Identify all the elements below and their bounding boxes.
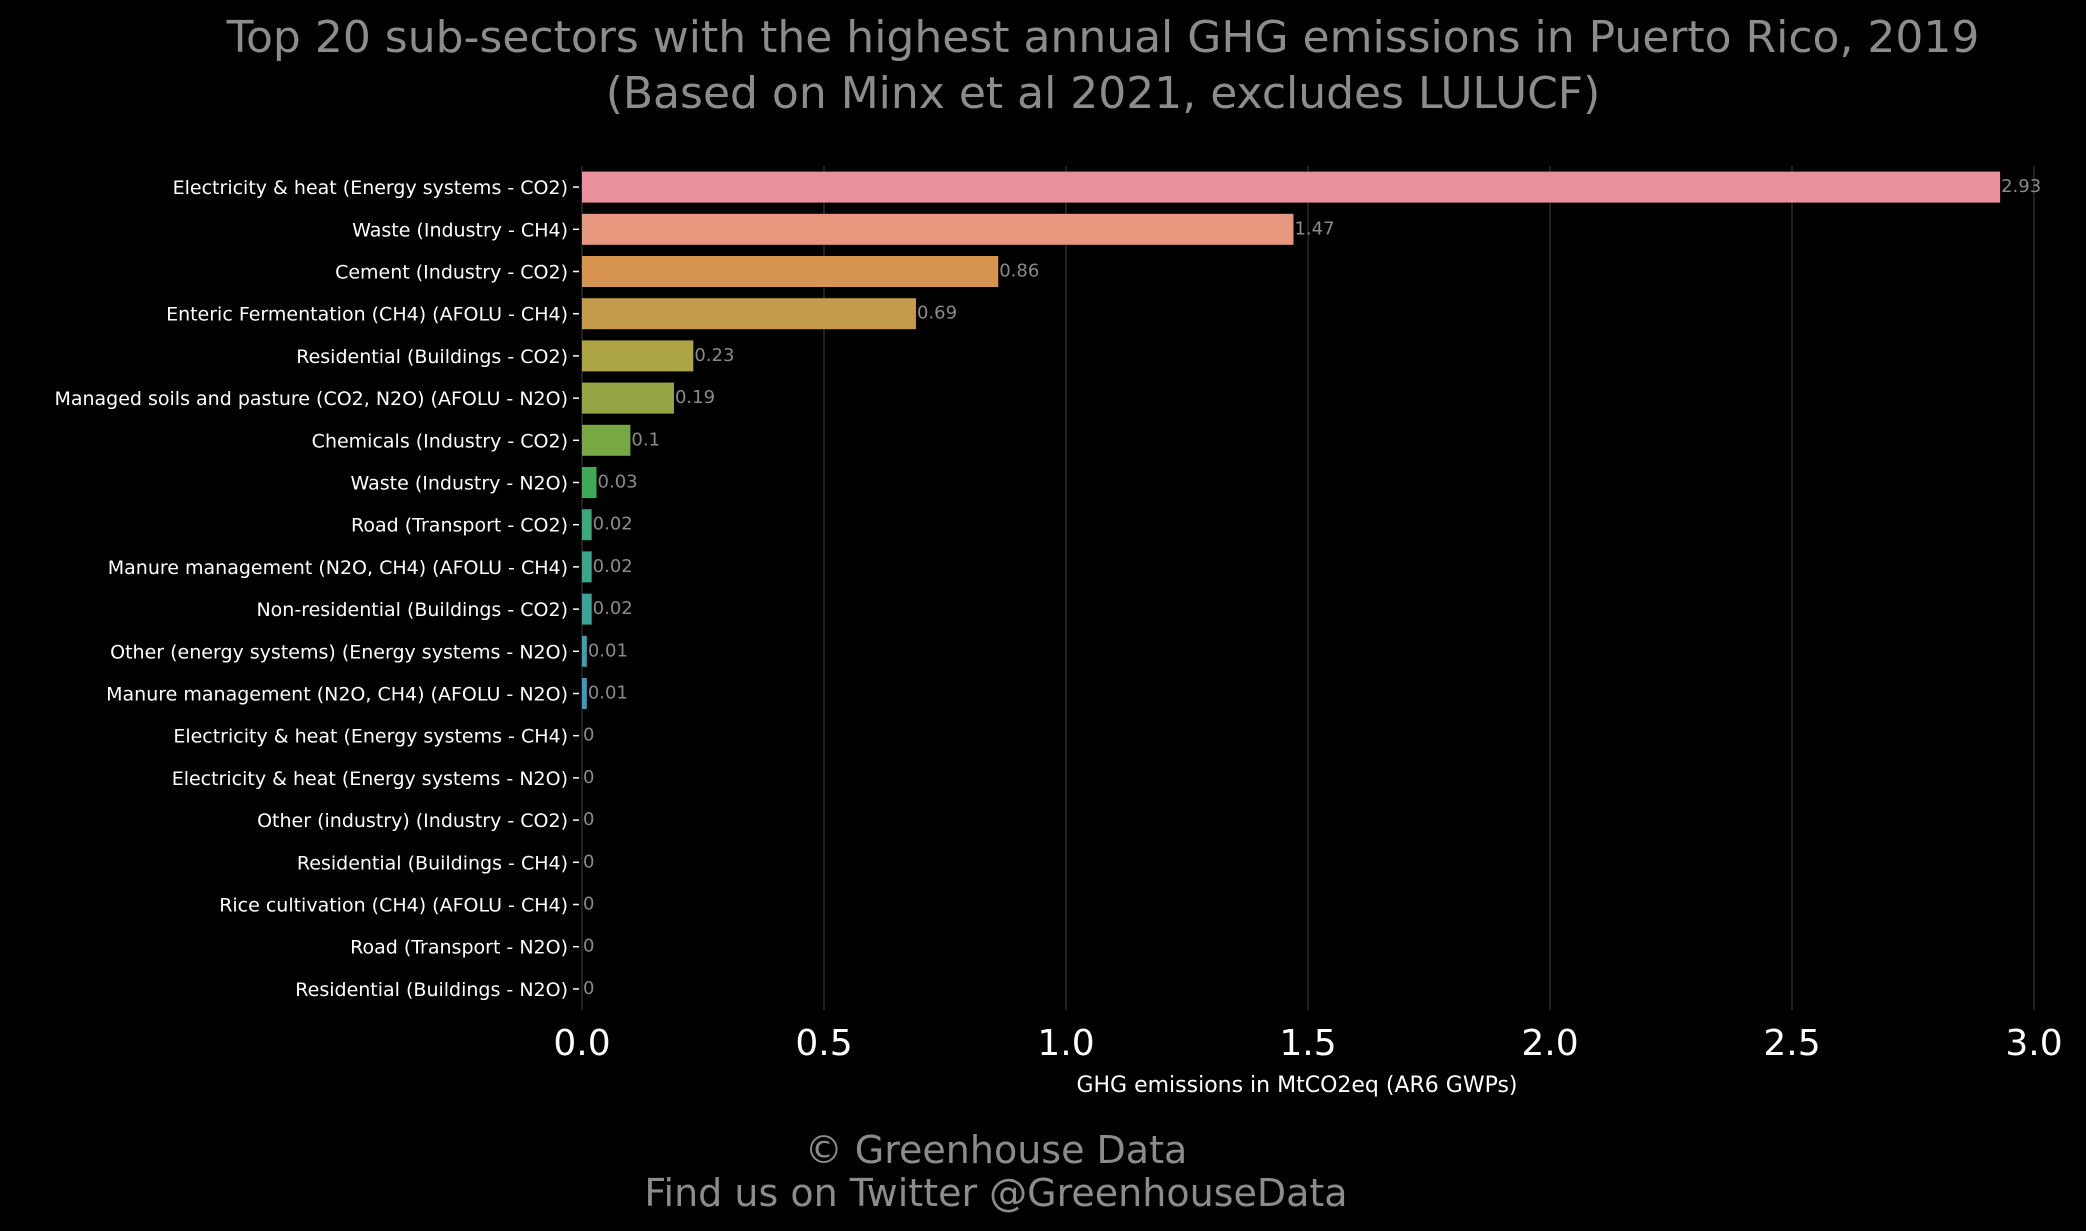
category-label: Chemicals (Industry - CO2) <box>312 430 568 452</box>
value-label: 0 <box>583 809 594 830</box>
bars <box>582 171 2001 709</box>
bar <box>582 551 592 583</box>
value-label: 0.02 <box>593 556 633 577</box>
category-label: Electricity & heat (Energy systems - CO2… <box>173 177 568 199</box>
value-label: 0.1 <box>631 429 660 450</box>
bar <box>582 678 587 709</box>
x-gridlines <box>581 166 2035 1010</box>
bar <box>582 635 587 667</box>
category-label: Road (Transport - CO2) <box>351 515 568 537</box>
value-label: 0 <box>583 725 594 746</box>
x-tick-label: 3.0 <box>2005 1023 2062 1064</box>
category-label: Electricity & heat (Energy systems - CH4… <box>173 726 568 748</box>
bar <box>582 256 999 287</box>
category-label: Rice cultivation (CH4) (AFOLU - CH4) <box>219 895 568 917</box>
footer-twitter: Find us on Twitter @GreenhouseData <box>644 1171 1347 1215</box>
bar <box>582 171 2001 203</box>
category-label: Other (energy systems) (Energy systems -… <box>110 641 568 663</box>
category-label: Non-residential (Buildings - CO2) <box>256 599 568 621</box>
bar <box>582 340 694 372</box>
category-label: Residential (Buildings - N2O) <box>295 979 568 1001</box>
x-axis-ticks: 0.0 0.5 1.0 1.5 2.0 2.5 3.0 <box>553 1023 2062 1064</box>
value-label: 0 <box>583 894 594 915</box>
chart-subtitle: (Based on Minx et al 2021, excludes LULU… <box>606 68 1601 119</box>
bar <box>582 298 916 330</box>
value-label: 0 <box>583 978 594 999</box>
category-label: Residential (Buildings - CO2) <box>296 346 568 368</box>
x-tick-label: 0.0 <box>553 1023 610 1064</box>
x-tick-label: 1.0 <box>1037 1023 1094 1064</box>
chart-title: Top 20 sub-sectors with the highest annu… <box>226 12 1980 119</box>
chart-title-line-1: Top 20 sub-sectors with the highest annu… <box>226 12 1980 63</box>
category-label: Other (industry) (Industry - CO2) <box>257 810 568 832</box>
value-label: 2.93 <box>2001 176 2041 197</box>
category-label: Residential (Buildings - CH4) <box>297 852 568 874</box>
category-label: Waste (Industry - CH4) <box>352 219 568 241</box>
value-label: 1.47 <box>1294 218 1334 239</box>
footer-credit: © Greenhouse Data Find us on Twitter @Gr… <box>644 1128 1347 1215</box>
value-label: 0.03 <box>598 472 638 493</box>
x-tick-label: 2.5 <box>1763 1023 1820 1064</box>
category-label: Cement (Industry - CO2) <box>335 262 568 284</box>
footer-copyright: © Greenhouse Data <box>805 1128 1188 1172</box>
value-label: 0 <box>583 767 594 788</box>
category-label: Road (Transport - N2O) <box>350 937 568 959</box>
category-label: Enteric Fermentation (CH4) (AFOLU - CH4) <box>166 304 568 326</box>
category-label: Managed soils and pasture (CO2, N2O) (AF… <box>54 388 568 410</box>
value-label: 0.01 <box>588 683 628 704</box>
x-tick-label: 0.5 <box>795 1023 852 1064</box>
value-label: 0.19 <box>675 387 715 408</box>
x-tick-label: 2.0 <box>1521 1023 1578 1064</box>
category-labels: Electricity & heat (Energy systems - CO2… <box>54 177 579 1001</box>
bar <box>582 213 1294 245</box>
x-tick-label: 1.5 <box>1279 1023 1336 1064</box>
value-label: 0.01 <box>588 640 628 661</box>
bar <box>582 509 592 541</box>
value-labels: 2.93 1.47 0.86 0.69 0.23 0.19 0.1 0.03 0.02 0.02 0… <box>583 176 2041 999</box>
value-label: 0.69 <box>917 303 957 324</box>
value-label: 0.02 <box>593 514 633 535</box>
bar <box>582 593 592 625</box>
value-label: 0.02 <box>593 598 633 619</box>
category-label: Waste (Industry - N2O) <box>351 473 568 495</box>
value-label: 0 <box>583 851 594 872</box>
bar <box>582 382 674 414</box>
category-label: Electricity & heat (Energy systems - N2O… <box>172 768 568 790</box>
category-label: Manure management (N2O, CH4) (AFOLU - CH… <box>108 557 568 579</box>
value-label: 0 <box>583 936 594 957</box>
value-label: 0.86 <box>999 261 1039 282</box>
category-label: Manure management (N2O, CH4) (AFOLU - N2… <box>106 684 568 706</box>
value-label: 0.23 <box>694 345 734 366</box>
bar <box>582 467 597 498</box>
x-axis-title: GHG emissions in MtCO2eq (AR6 GWPs) <box>1076 1073 1517 1098</box>
bar <box>582 424 631 456</box>
